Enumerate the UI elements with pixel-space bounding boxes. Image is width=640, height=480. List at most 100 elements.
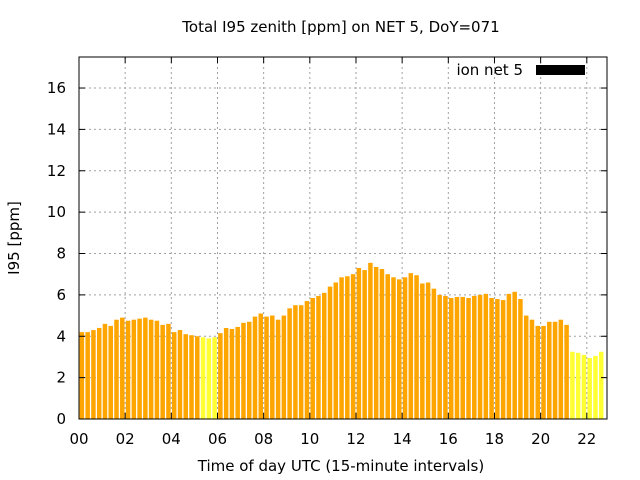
y-tick-label: 14 bbox=[47, 120, 66, 138]
bar bbox=[293, 305, 298, 419]
bar bbox=[593, 355, 598, 419]
bar bbox=[108, 325, 113, 419]
bar bbox=[454, 296, 460, 419]
x-tick-label: 04 bbox=[162, 430, 181, 448]
bar bbox=[408, 273, 414, 419]
bar bbox=[350, 274, 356, 419]
bar bbox=[125, 320, 131, 419]
bar bbox=[148, 319, 154, 419]
bar bbox=[500, 300, 506, 419]
bar bbox=[143, 317, 148, 419]
bar bbox=[443, 295, 448, 419]
bar bbox=[379, 269, 385, 419]
bar bbox=[85, 332, 90, 419]
bar bbox=[206, 338, 212, 419]
y-axis-label: I95 [ppm] bbox=[5, 201, 23, 275]
bar bbox=[322, 292, 327, 419]
bar bbox=[431, 288, 437, 419]
bar bbox=[489, 297, 494, 419]
bar bbox=[333, 282, 339, 419]
bar bbox=[598, 351, 604, 419]
bar bbox=[327, 286, 333, 419]
y-tick-label: 2 bbox=[56, 369, 66, 387]
bar bbox=[166, 323, 171, 419]
x-tick-label: 10 bbox=[300, 430, 319, 448]
bar bbox=[362, 270, 367, 419]
y-tick-label: 8 bbox=[56, 245, 66, 263]
x-tick-label: 00 bbox=[69, 430, 88, 448]
bar bbox=[523, 315, 529, 419]
bar bbox=[298, 305, 304, 419]
bar bbox=[137, 318, 142, 419]
bar bbox=[581, 354, 587, 419]
bar bbox=[541, 325, 546, 419]
y-tick-label: 0 bbox=[56, 410, 66, 428]
bar bbox=[391, 277, 396, 419]
bar bbox=[402, 277, 408, 419]
bar bbox=[171, 332, 177, 419]
bar bbox=[506, 293, 512, 419]
bar bbox=[252, 316, 258, 419]
bar bbox=[270, 315, 275, 419]
bar bbox=[420, 283, 425, 419]
bar bbox=[529, 319, 535, 419]
bar bbox=[472, 295, 477, 419]
bar bbox=[189, 335, 194, 419]
bar bbox=[316, 295, 321, 419]
bar bbox=[345, 276, 350, 419]
bar bbox=[437, 294, 442, 419]
bar bbox=[235, 326, 240, 419]
bar bbox=[547, 321, 552, 419]
bar bbox=[246, 321, 252, 419]
bar bbox=[495, 299, 500, 419]
bar bbox=[264, 316, 269, 419]
x-tick-label: 22 bbox=[577, 430, 596, 448]
bar bbox=[258, 313, 264, 419]
x-tick-label: 14 bbox=[393, 430, 412, 448]
bar bbox=[287, 308, 292, 419]
bar bbox=[154, 320, 160, 419]
bar bbox=[356, 267, 362, 419]
bar bbox=[570, 351, 575, 419]
chart-title: Total I95 zenith [ppm] on NET 5, DoY=071 bbox=[181, 18, 499, 36]
x-tick-label: 16 bbox=[439, 430, 458, 448]
x-tick-label: 02 bbox=[116, 430, 135, 448]
bar bbox=[79, 332, 85, 419]
bar bbox=[448, 297, 454, 419]
bar bbox=[310, 297, 315, 419]
bar bbox=[512, 291, 517, 419]
bar bbox=[183, 334, 188, 419]
bar bbox=[212, 337, 217, 419]
bar bbox=[460, 296, 465, 419]
bar-series bbox=[79, 262, 604, 419]
bar bbox=[518, 299, 523, 419]
y-tick-label: 4 bbox=[56, 327, 66, 345]
legend-label: ion net 5 bbox=[456, 61, 523, 79]
y-tick-label: 12 bbox=[47, 162, 66, 180]
bar bbox=[304, 301, 310, 419]
x-axis-label: Time of day UTC (15-minute intervals) bbox=[197, 457, 484, 475]
bar bbox=[218, 333, 223, 419]
bar bbox=[385, 274, 390, 419]
x-tick-label: 06 bbox=[208, 430, 227, 448]
bar bbox=[177, 330, 183, 419]
bar bbox=[397, 279, 402, 419]
x-tick-labels: 00 02 04 06 08 10 12 14 16 18 20 22 bbox=[69, 430, 596, 448]
bar bbox=[552, 321, 558, 419]
bar bbox=[414, 275, 419, 419]
bar bbox=[223, 327, 229, 419]
legend: ion net 5 bbox=[456, 61, 585, 79]
bar bbox=[120, 317, 125, 419]
y-tick-label: 16 bbox=[47, 79, 66, 97]
bar bbox=[373, 266, 379, 419]
bar bbox=[241, 322, 246, 419]
bar bbox=[483, 293, 489, 419]
plot-frame bbox=[78, 56, 608, 420]
bar bbox=[466, 297, 471, 419]
bar bbox=[91, 330, 96, 419]
y-tick-label: 10 bbox=[47, 203, 66, 221]
bar bbox=[131, 319, 137, 419]
y-tick-labels: 0 2 4 6 8 10 12 14 16 bbox=[47, 79, 66, 428]
bar bbox=[339, 277, 344, 419]
